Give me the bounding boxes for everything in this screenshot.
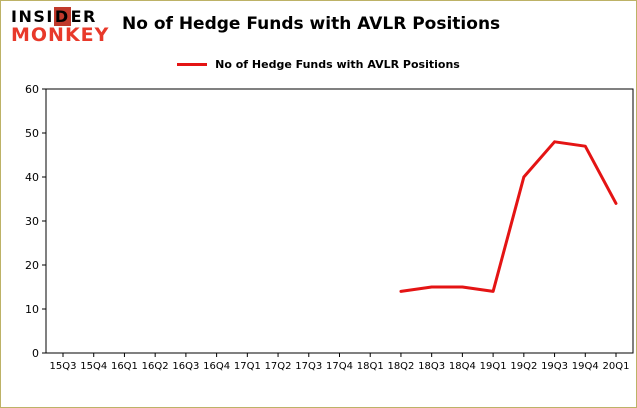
svg-text:17Q3: 17Q3: [295, 361, 322, 372]
logo-insider-post: ER: [70, 7, 97, 26]
svg-text:17Q1: 17Q1: [234, 361, 261, 372]
chart-legend: No of Hedge Funds with AVLR Positions: [1, 58, 636, 71]
svg-text:19Q4: 19Q4: [572, 361, 599, 372]
svg-text:15Q3: 15Q3: [50, 361, 77, 372]
svg-text:18Q1: 18Q1: [357, 361, 384, 372]
svg-text:50: 50: [25, 127, 39, 140]
svg-text:16Q2: 16Q2: [142, 361, 169, 372]
legend-line-swatch: [177, 63, 208, 66]
monkey-face-icon: D: [53, 7, 71, 26]
legend-label: No of Hedge Funds with AVLR Positions: [215, 58, 460, 71]
svg-text:18Q4: 18Q4: [449, 361, 476, 372]
svg-text:0: 0: [32, 347, 39, 360]
svg-text:17Q2: 17Q2: [265, 361, 292, 372]
svg-text:18Q3: 18Q3: [418, 361, 445, 372]
svg-text:16Q3: 16Q3: [172, 361, 199, 372]
svg-text:16Q1: 16Q1: [111, 361, 138, 372]
svg-text:40: 40: [25, 171, 39, 184]
svg-text:20Q1: 20Q1: [603, 361, 630, 372]
svg-text:10: 10: [25, 303, 39, 316]
svg-text:19Q2: 19Q2: [510, 361, 537, 372]
svg-text:19Q1: 19Q1: [480, 361, 507, 372]
svg-text:15Q4: 15Q4: [80, 361, 107, 372]
logo-insider-pre: INSI: [11, 7, 54, 26]
insider-monkey-logo: INSIDER MONKEY: [11, 7, 110, 46]
logo-text-monkey: MONKEY: [11, 23, 110, 46]
svg-text:20: 20: [25, 259, 39, 272]
svg-text:16Q4: 16Q4: [203, 361, 230, 372]
svg-text:19Q3: 19Q3: [541, 361, 568, 372]
svg-text:18Q2: 18Q2: [387, 361, 414, 372]
logo-text-insider: INSIDER: [11, 7, 109, 26]
chart-title: No of Hedge Funds with AVLR Positions: [122, 14, 501, 34]
svg-text:30: 30: [25, 215, 39, 228]
svg-text:60: 60: [25, 83, 39, 96]
svg-text:17Q4: 17Q4: [326, 361, 353, 372]
line-chart-plot: 0 10 20 30 40 50 60 15Q3 15Q4 16Q1 16Q2 16Q3 16Q4 17Q…: [25, 83, 634, 372]
